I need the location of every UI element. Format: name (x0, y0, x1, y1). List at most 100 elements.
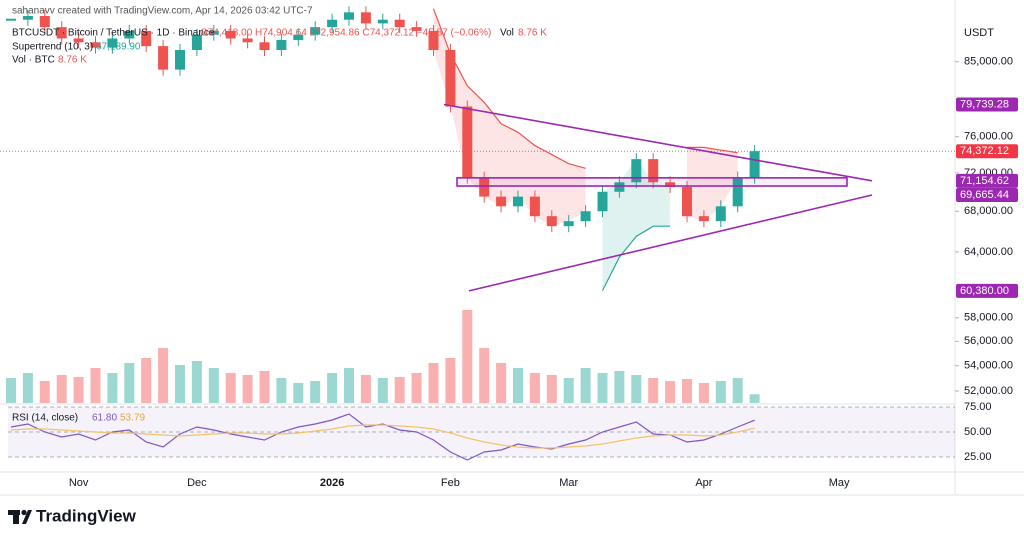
y-tick-label: 64,000.00 (964, 246, 1013, 258)
candle (715, 206, 726, 222)
volume-bar (191, 361, 202, 403)
rsi-ma-line (10, 424, 755, 449)
candle (445, 49, 456, 107)
volume-bar (293, 383, 304, 403)
level-label: 79,739.28 (960, 98, 1009, 110)
candle (107, 38, 118, 48)
vol-legend-value: 8.76 K (58, 55, 87, 66)
level-label: 60,380.00 (960, 285, 1009, 297)
y-tick-label: 68,000.00 (964, 205, 1013, 217)
volume-bar (56, 375, 67, 403)
rsi-ma-legend-value: 53.79 (120, 413, 145, 424)
candle (462, 106, 473, 178)
volume-bar (208, 368, 219, 403)
volume-bar (73, 377, 84, 403)
volume-bar (580, 368, 591, 403)
volume-bar (563, 378, 574, 403)
candle (631, 159, 642, 183)
candle (428, 30, 439, 50)
level-label-bg (956, 188, 1018, 203)
volume-bar (445, 358, 456, 403)
currency: USDT (964, 27, 994, 39)
volume-bar (715, 381, 726, 403)
upper-trendline (443, 103, 873, 182)
volume-bar (141, 358, 152, 403)
candle (546, 216, 557, 227)
ohlc: O74,418.00 H74,904.64 L72,954.86 C74,372… (200, 28, 491, 39)
x-tick-label: Nov (69, 477, 89, 489)
level-label-bg (956, 173, 1018, 188)
volume-bar (124, 363, 135, 403)
candle (732, 177, 743, 207)
overlay: 85,000.0076,000.0072,000.0068,000.0064,0… (69, 56, 1018, 489)
candle (276, 39, 287, 50)
volume-bar (22, 373, 33, 403)
volume-bar (90, 368, 101, 403)
symbol: BTCUSDT · Bitcoin / TetherUS · 1D · Bina… (12, 28, 215, 39)
supertrend-legend-value: 67,189.90 (96, 42, 141, 53)
x-tick-label: Apr (695, 477, 712, 489)
brand-logo (8, 509, 32, 524)
volume-bar (462, 310, 473, 403)
volume-bar (107, 373, 118, 403)
volume-bar (411, 373, 422, 403)
volume-bar (698, 383, 709, 403)
volume-bar (394, 377, 405, 403)
x-tick-label: Mar (559, 477, 578, 489)
vol-legend-label: Vol · BTC (12, 55, 55, 66)
candle (479, 177, 490, 197)
volume-bar (631, 375, 642, 403)
candle (191, 34, 202, 50)
rsi-tick-label: 75.00 (964, 401, 992, 413)
candle (665, 182, 676, 188)
volume-bar (6, 378, 16, 403)
x-tick-label: Feb (441, 477, 460, 489)
volume-bar (39, 381, 50, 403)
candle (614, 182, 625, 192)
last-price-label-bg (956, 144, 1018, 159)
candle (141, 30, 152, 47)
x-tick-label: 2026 (320, 477, 344, 489)
candle (56, 27, 67, 39)
candle (682, 187, 692, 217)
candle (580, 211, 591, 222)
volume-bar (682, 379, 692, 403)
rsi-pane (8, 406, 955, 461)
candle (513, 196, 523, 207)
candle (529, 196, 540, 217)
volume-bar (529, 373, 540, 403)
price-pane (0, 6, 955, 403)
rsi-line (10, 413, 755, 461)
candle (698, 216, 709, 222)
candle (6, 18, 16, 21)
candle (344, 12, 354, 20)
volume-bar (377, 378, 388, 403)
volume-bar (276, 378, 287, 403)
y-tick-label: 56,000.00 (964, 335, 1013, 347)
supertrend-fill (433, 8, 586, 227)
volume-legend-value: 8.76 K (518, 28, 547, 39)
y-tick-label: 85,000.00 (964, 56, 1013, 68)
y-tick-label: 52,000.00 (964, 385, 1013, 397)
volume-bar (242, 375, 253, 403)
level-label: 69,665.44 (960, 189, 1009, 201)
candle (749, 151, 760, 178)
volume-bar (428, 363, 439, 403)
level-label-bg (956, 283, 1018, 298)
volume-bar (327, 373, 338, 403)
supertrend-legend-label: Supertrend (10, 3) (12, 42, 93, 53)
volume-bar (259, 371, 270, 403)
volume-bar (225, 373, 236, 403)
chart-title: sahanavv created with TradingView.com, A… (12, 6, 313, 17)
range-box (456, 177, 848, 187)
candle (208, 30, 219, 35)
volume-bar (360, 375, 371, 403)
rsi-legend-value: 61.80 (92, 413, 117, 424)
candle (310, 27, 321, 35)
candle (158, 46, 169, 70)
volume-bar (546, 375, 557, 403)
volume-legend-label: Vol (500, 28, 514, 39)
brand-name: TradingView (36, 506, 137, 525)
volume-bar (513, 368, 523, 403)
candle (225, 30, 236, 39)
